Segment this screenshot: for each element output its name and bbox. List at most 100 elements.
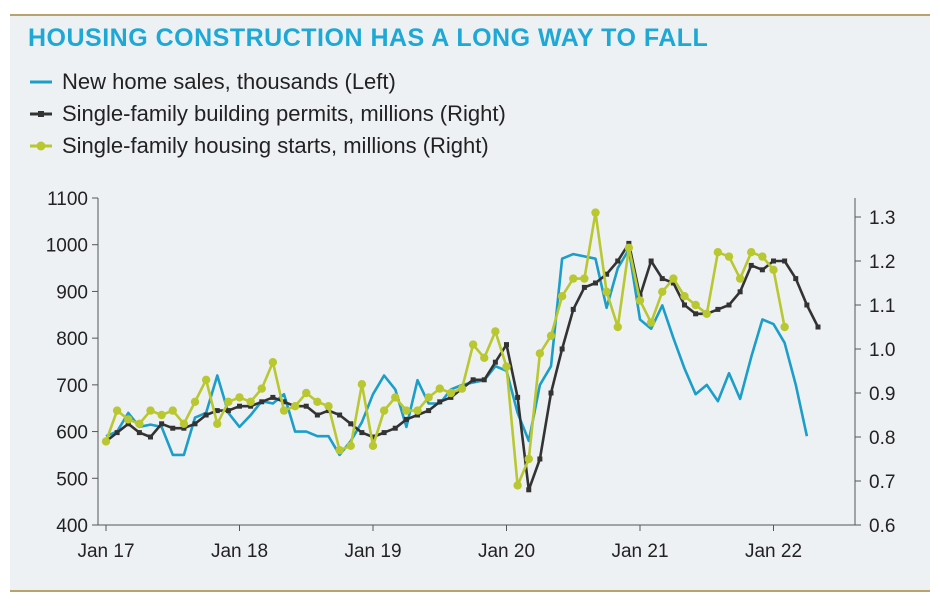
data-point-single-family-housing-starts-millions-right [190,397,200,406]
data-point-single-family-building-permits-millions-right [604,271,610,277]
data-point-single-family-building-permits-millions-right [114,430,120,436]
legend-label: Single-family housing starts, millions (… [62,133,489,158]
data-point-single-family-building-permits-millions-right [337,412,343,418]
legend-line-dot-marker-icon [30,141,52,151]
left-tick-label: 1100 [47,189,88,210]
data-point-single-family-building-permits-millions-right [682,302,687,308]
data-point-single-family-building-permits-millions-right [359,430,365,436]
data-point-single-family-housing-starts-millions-right [624,243,634,252]
series-line-new-home-sales-thousands-left [105,248,809,457]
data-point-single-family-housing-starts-millions-right [669,274,678,283]
left-tick-label: 700 [56,376,88,397]
data-point-single-family-building-permits-millions-right [648,258,654,264]
right-tick-label: 1.3 [869,208,895,229]
legend-label: New home sales, thousands (Left) [62,69,396,94]
chart-plot-area [101,208,821,493]
data-point-single-family-building-permits-millions-right [804,302,810,308]
data-point-single-family-building-permits-millions-right [125,421,131,427]
data-point-single-family-building-permits-millions-right [782,258,788,264]
data-point-single-family-building-permits-millions-right [581,284,587,290]
data-point-single-family-building-permits-millions-right [281,399,287,405]
data-point-single-family-housing-starts-millions-right [224,397,233,406]
data-point-single-family-housing-starts-millions-right [124,415,133,424]
data-point-single-family-building-permits-millions-right [504,342,509,348]
data-point-single-family-building-permits-millions-right [793,276,799,282]
data-point-single-family-building-permits-millions-right [348,421,354,427]
data-point-single-family-housing-starts-millions-right [135,419,144,428]
data-point-single-family-building-permits-millions-right [259,399,265,405]
data-point-single-family-building-permits-millions-right [148,434,153,440]
data-point-single-family-housing-starts-millions-right [658,287,667,296]
data-point-single-family-building-permits-millions-right [225,408,231,414]
data-point-single-family-building-permits-millions-right [381,430,387,436]
legend-line-icon [30,80,52,84]
data-point-single-family-building-permits-millions-right [314,412,320,418]
legend-line-dash-marker-icon [30,111,52,117]
left-tick-label: 600 [56,423,88,444]
data-point-single-family-housing-starts-millions-right [457,384,467,393]
data-point-single-family-building-permits-millions-right [515,394,521,400]
data-point-single-family-building-permits-millions-right [181,425,187,431]
data-point-single-family-housing-starts-millions-right [569,274,578,283]
data-point-single-family-housing-starts-millions-right [691,300,700,310]
x-tick-label: Jan 20 [478,541,535,562]
data-point-single-family-housing-starts-millions-right [758,252,767,261]
data-point-single-family-housing-starts-millions-right [357,380,367,389]
right-tick-label: 1.1 [869,296,895,317]
x-tick-label: Jan 17 [77,541,134,562]
data-point-single-family-building-permits-millions-right [526,487,532,493]
data-point-single-family-building-permits-millions-right [748,262,754,268]
data-point-single-family-housing-starts-millions-right [279,406,289,415]
data-point-single-family-building-permits-millions-right [559,346,565,352]
data-point-single-family-building-permits-millions-right [192,421,198,427]
series-line-single-family-building-permits-millions-right [105,242,820,492]
data-point-single-family-housing-starts-millions-right [235,393,244,402]
data-point-single-family-housing-starts-millions-right [735,274,745,283]
data-point-single-family-housing-starts-millions-right [379,406,389,415]
data-point-single-family-building-permits-millions-right [248,403,254,409]
data-point-single-family-housing-starts-millions-right [413,406,422,415]
data-point-single-family-housing-starts-millions-right [402,406,411,415]
right-tick-label: 1.2 [869,252,895,273]
data-point-single-family-housing-starts-millions-right [680,292,689,301]
data-point-single-family-housing-starts-millions-right [346,441,355,450]
left-tick-label: 800 [56,329,88,350]
legend-item-new-home-sales: New home sales, thousands (Left) [28,66,506,98]
data-point-single-family-housing-starts-millions-right [702,309,711,318]
data-point-single-family-building-permits-millions-right [548,390,554,396]
data-point-single-family-housing-starts-millions-right [112,406,122,415]
data-point-single-family-housing-starts-millions-right [313,397,322,406]
data-point-single-family-building-permits-millions-right [437,399,443,405]
data-point-single-family-housing-starts-millions-right [502,362,511,371]
data-point-single-family-building-permits-millions-right [759,267,765,273]
data-point-single-family-building-permits-millions-right [270,394,276,400]
data-point-single-family-housing-starts-millions-right [246,397,255,406]
data-point-single-family-housing-starts-millions-right [769,265,778,274]
data-point-single-family-housing-starts-millions-right [480,353,489,362]
chart-axes: 1100 1000 900 800 700 600 500 400 1.3 1.2 1.1 1.0 0.… [46,189,896,562]
right-tick-label: 0.7 [869,472,895,493]
data-point-single-family-building-permits-millions-right [726,302,732,308]
data-point-single-family-building-permits-millions-right [203,412,209,418]
data-point-single-family-housing-starts-millions-right [591,208,600,217]
data-point-single-family-housing-starts-millions-right [179,419,189,428]
data-point-single-family-housing-starts-millions-right [646,318,656,327]
data-point-single-family-building-permits-millions-right [426,408,432,414]
data-point-single-family-housing-starts-millions-right [157,410,166,420]
right-tick-label: 1.0 [869,340,895,361]
left-tick-label: 400 [56,516,88,537]
data-point-single-family-building-permits-millions-right [370,434,376,440]
data-point-single-family-housing-starts-millions-right [201,375,211,384]
data-point-single-family-housing-starts-millions-right [446,388,456,398]
data-point-single-family-housing-starts-millions-right [747,248,756,257]
data-point-single-family-housing-starts-millions-right [513,481,522,490]
series-line-single-family-housing-starts-millions-right [104,211,786,487]
data-point-single-family-building-permits-millions-right [715,306,721,312]
data-point-single-family-building-permits-millions-right [593,280,598,286]
data-point-single-family-building-permits-millions-right [170,425,176,431]
data-point-single-family-housing-starts-millions-right [557,292,567,301]
data-point-single-family-housing-starts-millions-right [524,454,533,464]
data-point-single-family-building-permits-millions-right [615,258,621,264]
data-point-single-family-housing-starts-millions-right [535,349,545,358]
data-point-single-family-building-permits-millions-right [626,240,632,246]
